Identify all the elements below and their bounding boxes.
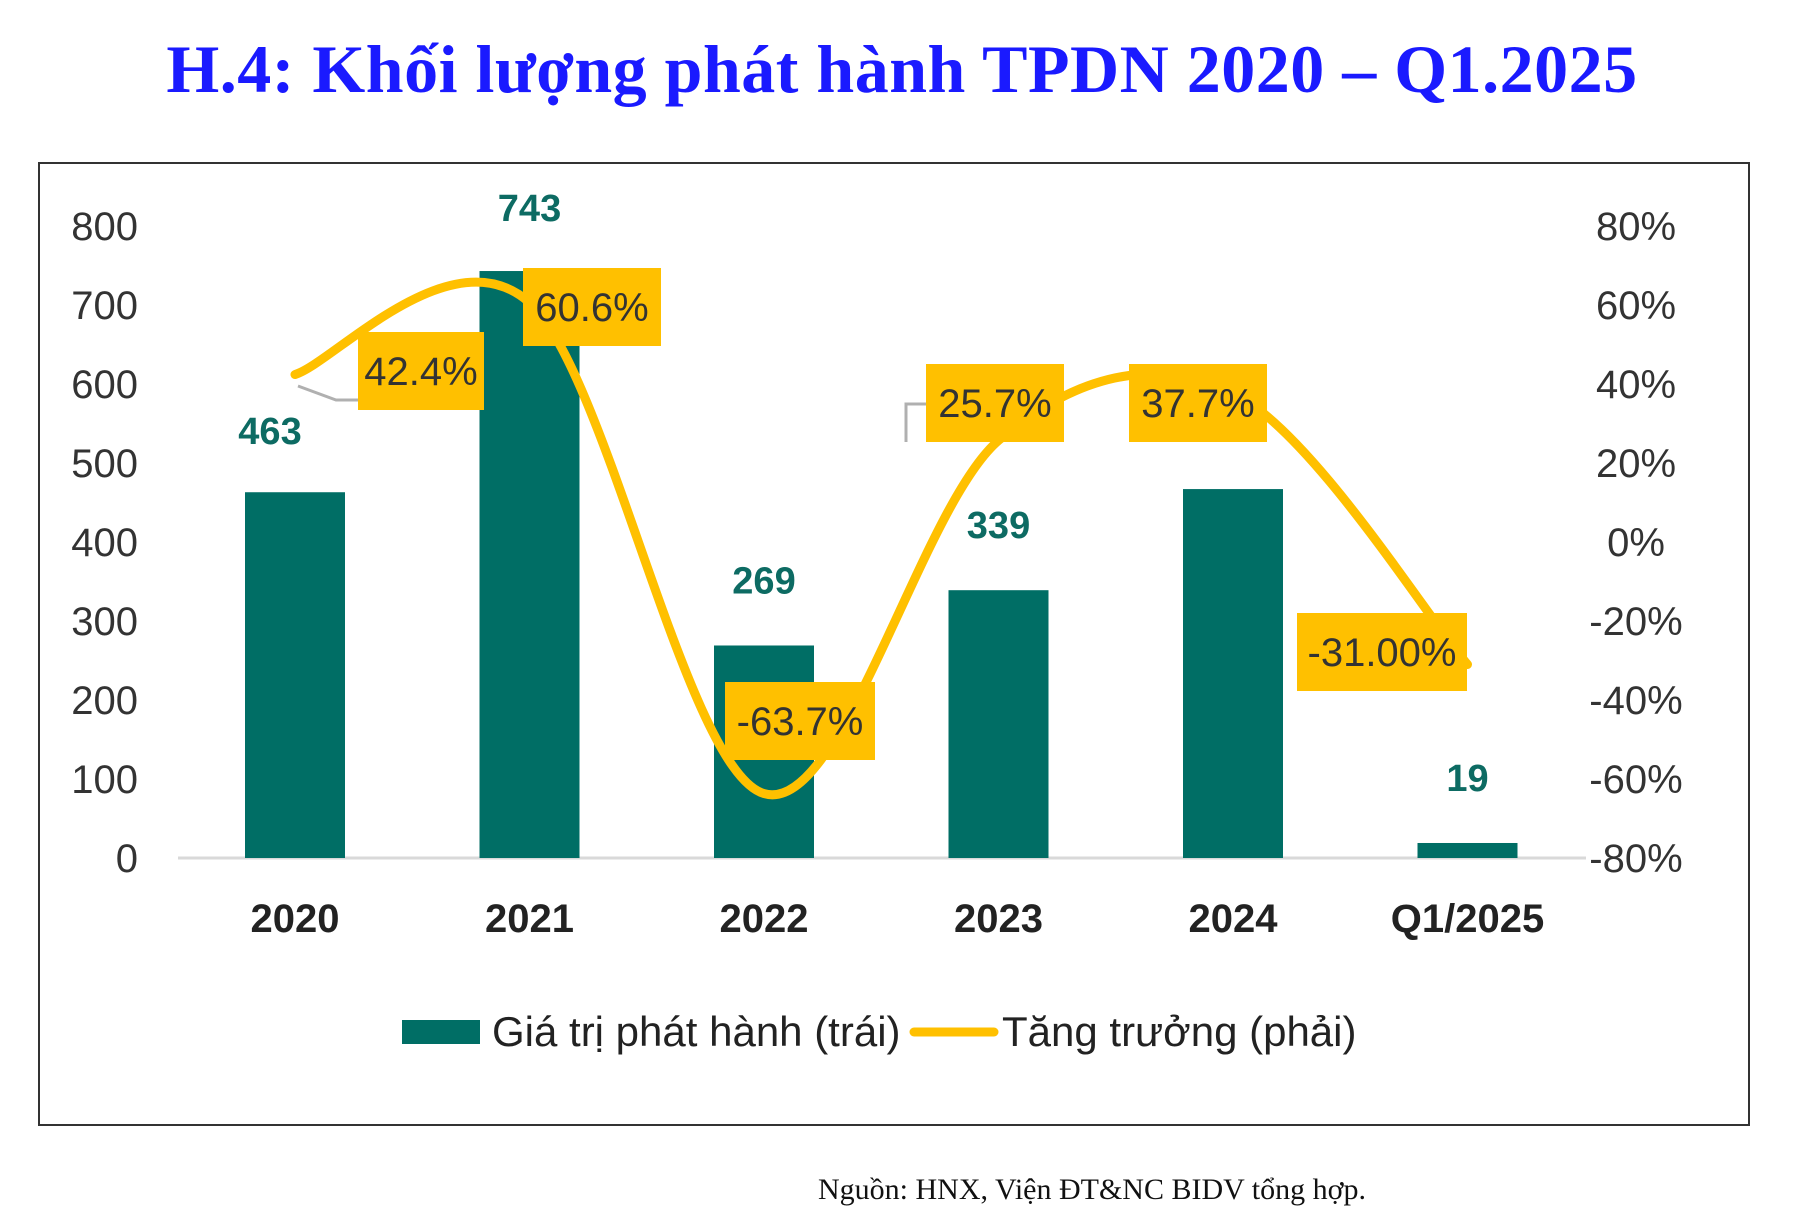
y-right-tick: 80% bbox=[1596, 205, 1676, 249]
growth-label-box bbox=[1297, 613, 1467, 691]
y-left-tick: 100 bbox=[71, 758, 138, 802]
y-left-tick: 0 bbox=[116, 837, 138, 881]
x-tick-label: 2021 bbox=[485, 897, 574, 941]
x-tick-label: 2022 bbox=[720, 897, 809, 941]
growth-value-label: -63.7% bbox=[737, 700, 864, 744]
chart-title: H.4: Khối lượng phát hành TPDN 2020 – Q1… bbox=[166, 31, 1638, 107]
x-tick-label: 2020 bbox=[251, 897, 340, 941]
y-right-tick: 20% bbox=[1596, 442, 1676, 486]
bar bbox=[948, 590, 1049, 858]
leader-line bbox=[904, 402, 926, 442]
bar-value-label: 463 bbox=[238, 411, 301, 453]
chart-frame: 0 100 200 300 400 500 600 700 800 -80% -60% -40% -20… bbox=[38, 162, 1750, 1126]
y-left-tick: 800 bbox=[71, 205, 138, 249]
growth-label-box bbox=[358, 332, 484, 410]
growth-point bbox=[763, 792, 765, 795]
bar-value-label: 19 bbox=[1446, 758, 1488, 800]
y-right-tick: -60% bbox=[1589, 758, 1682, 802]
y-right-tick: -40% bbox=[1589, 679, 1682, 723]
growth-value-label: -31.00% bbox=[1308, 631, 1457, 675]
growth-value-label: 42.4% bbox=[364, 350, 477, 394]
y-right-tick: -20% bbox=[1589, 600, 1682, 644]
y-right-tick: 0% bbox=[1607, 521, 1665, 565]
y-left-tick: 400 bbox=[71, 521, 138, 565]
growth-label-box bbox=[1129, 364, 1267, 442]
y-left-tick: 600 bbox=[71, 363, 138, 407]
bar bbox=[1417, 842, 1518, 858]
y-left-tick: 200 bbox=[71, 679, 138, 723]
growth-value-label: 37.7% bbox=[1141, 382, 1254, 426]
bar bbox=[245, 492, 345, 858]
growth-label-box bbox=[725, 682, 875, 760]
y-right-tick: 60% bbox=[1596, 284, 1676, 328]
bar bbox=[1183, 489, 1283, 858]
leader-line bbox=[297, 384, 358, 402]
y-right-tick: 40% bbox=[1596, 363, 1676, 407]
y-left-tick: 700 bbox=[71, 284, 138, 328]
x-tick-label: 2023 bbox=[954, 897, 1043, 941]
legend-label-line: Tăng trưởng (phải) bbox=[1002, 1008, 1356, 1055]
chart-svg: 0 100 200 300 400 500 600 700 800 -80% -60% -40% -20… bbox=[71, 188, 1682, 1055]
growth-value-label: 60.6% bbox=[535, 286, 648, 330]
y-right-tick: -80% bbox=[1589, 837, 1682, 881]
bar bbox=[479, 271, 580, 858]
bar-value-label: 269 bbox=[732, 560, 795, 602]
source-note: Nguồn: HNX, Viện ĐT&NC BIDV tổng hợp. bbox=[818, 1173, 1366, 1206]
x-tick-label: 2024 bbox=[1189, 897, 1279, 941]
bar-value-label: 339 bbox=[967, 505, 1030, 547]
y-left-tick: 300 bbox=[71, 600, 138, 644]
growth-point bbox=[294, 373, 296, 376]
growth-label-box bbox=[523, 268, 661, 346]
legend-label-bars: Giá trị phát hành (trái) bbox=[492, 1008, 901, 1055]
bar-value-label: 743 bbox=[498, 188, 561, 230]
y-left-tick: 500 bbox=[71, 442, 138, 486]
growth-label-box bbox=[926, 364, 1064, 442]
legend-swatch-bars bbox=[402, 1020, 480, 1044]
x-tick-label: Q1/2025 bbox=[1391, 897, 1544, 941]
growth-value-label: 25.7% bbox=[938, 382, 1051, 426]
